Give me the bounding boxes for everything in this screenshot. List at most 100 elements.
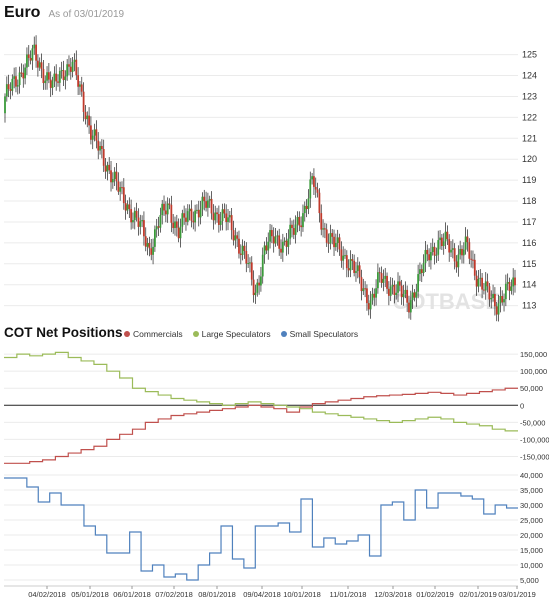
candle-body [303,205,306,214]
candle-body [252,279,255,296]
candle-body [265,245,268,251]
candle-body [347,268,350,271]
candle-body [373,293,376,298]
candle-body [241,245,244,255]
candle-body [46,72,48,81]
x-tick-label: 03/01/2019 [498,590,536,599]
legend-commercials[interactable]: Commercials [124,329,183,339]
candle-body [71,61,74,72]
candle-body [345,255,348,269]
candle-body [514,277,516,286]
candle-body [88,115,90,126]
candle-body [296,216,299,225]
candle-body [276,235,279,237]
candle-body [44,80,47,84]
candle-body [97,140,100,151]
candle-body [289,224,292,239]
cot-tick-label: -150,000 [520,452,549,461]
candle-body [117,181,120,192]
small-tick-label: 15,000 [520,546,543,555]
candle-body [38,62,41,68]
candle-body [177,227,180,239]
candle-body [152,246,154,255]
candle-body [42,68,45,84]
candle-body [90,125,92,140]
candle-body [504,283,507,300]
candle-body [422,262,425,273]
candle-body [64,76,67,81]
candle-body [13,76,16,79]
legend-small-speculators[interactable]: Small Speculators [280,329,358,339]
candle-body [170,204,173,223]
candle-body [278,235,281,249]
candle-body [455,261,458,268]
candle-body [115,171,118,182]
candle-body [157,226,160,228]
candle-body [453,248,456,262]
candle-body [217,214,220,225]
candle-body [95,129,98,141]
candle-body [82,91,85,113]
price-tick-label: 118 [522,196,536,206]
candle-body [280,248,282,253]
candle-body [175,221,178,228]
candle-body [433,246,436,256]
price-tick-label: 114 [522,280,536,290]
candle-body [506,282,509,284]
candle-body [389,286,392,296]
price-tick-label: 115 [522,259,536,269]
candle-body [249,262,251,264]
candle-body [216,212,218,215]
candle-body [135,210,138,218]
small-tick-label: 25,000 [520,516,543,525]
candle-body [366,288,368,304]
candle-body [484,281,487,291]
candle-body [102,149,105,166]
candle-body [132,220,134,223]
x-tick-label: 01/02/2019 [416,590,454,599]
candle-body [33,44,36,49]
legend-large-speculators[interactable]: Large Speculators [192,329,271,339]
price-tick-label: 124 [522,71,537,81]
chart-header: Euro As of 03/01/2019 [4,4,124,22]
candle-body [31,48,34,61]
price-tick-label: 117 [522,217,536,227]
candle-body [221,209,224,221]
candle-body [377,272,379,289]
candle-body [210,198,213,214]
candle-body [47,72,50,80]
candle-body [413,292,416,298]
x-tick-label: 02/01/2019 [459,590,497,599]
candle-body [133,210,136,221]
commercials-dot [124,331,130,337]
candle-body [395,292,398,295]
candle-body [510,286,513,291]
cot-legend: Commercials Large Speculators Small Spec… [124,329,358,339]
candle-body [194,210,197,223]
small-tick-label: 35,000 [520,486,543,495]
x-tick-label: 10/01/2018 [283,590,321,599]
candle-body [283,240,286,242]
legend-large-speculators-label: Large Speculators [201,329,271,339]
candle-body [417,274,420,292]
x-tick-label: 11/01/2018 [330,590,367,599]
candle-body [261,254,264,277]
candle-body [137,217,140,227]
candle-body [481,277,483,290]
large-speculators-dot [192,331,199,337]
candle-body [356,265,359,272]
candle-body [146,243,149,247]
candle-body [272,236,275,244]
candle-body [40,62,43,69]
candle-body [408,302,410,313]
candle-body [57,81,59,83]
legend-commercials-label: Commercials [133,329,183,339]
small-speculators-dot [280,331,287,337]
candle-body [58,71,61,83]
candle-body [499,295,502,304]
candle-body [75,59,78,76]
candle-body [495,306,498,315]
candle-body [7,84,10,90]
candle-body [212,213,215,221]
candle-body [232,230,235,241]
